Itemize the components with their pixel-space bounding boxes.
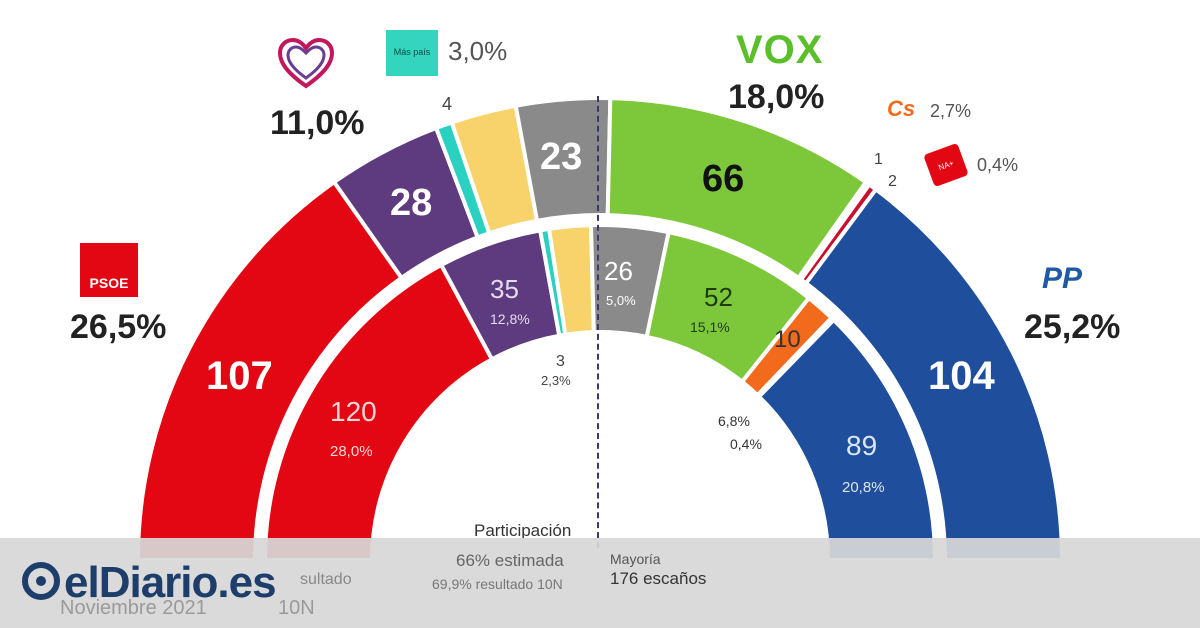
- mas-pais-vote-pct: 3,0%: [448, 36, 508, 66]
- outer-vox-seats: 66: [702, 158, 745, 200]
- psoe-logo: PSOE: [80, 243, 138, 297]
- inner-psoe-seats: 120: [330, 396, 377, 427]
- majority-value: 176 escaños: [610, 569, 707, 588]
- inner-otros-seats: 26: [604, 256, 633, 286]
- na-vote-pct: 0,4%: [977, 155, 1019, 175]
- participation-title: Participación: [474, 521, 572, 540]
- date-caption-right: 10N: [278, 597, 315, 619]
- pp-vote-pct: 25,2%: [1024, 308, 1121, 346]
- cs-vote-pct: 2,7%: [930, 101, 972, 121]
- inner-up-pct: 12,8%: [490, 311, 530, 327]
- cs-logo: Cs: [887, 96, 916, 121]
- date-caption-left: Noviembre 2021: [60, 597, 207, 619]
- inner-pp-pct: 20,8%: [842, 479, 885, 496]
- inner-otros-pct: 5,0%: [606, 293, 636, 308]
- inner-pp-seats: 89: [846, 430, 878, 461]
- inner-up-seats: 35: [490, 274, 519, 304]
- mas-pais-logo: Más país: [386, 30, 438, 76]
- psoe-vote-pct: 26,5%: [70, 308, 167, 346]
- majority-line: [597, 96, 599, 548]
- footer-band: [0, 538, 1200, 628]
- outer-na-seats: 2: [888, 173, 897, 190]
- inner-cs-seats: 10: [774, 326, 801, 353]
- up-vote-pct: 11,0%: [270, 104, 365, 142]
- majority-title: Mayoría: [610, 551, 661, 567]
- participation-previous: 69,9% resultado 10N: [432, 576, 563, 592]
- vox-vote-pct: 18,0%: [728, 78, 825, 116]
- inner-psoe-pct: 28,0%: [330, 443, 373, 460]
- participation-estimate: 66% estimada: [456, 551, 564, 570]
- vox-logo: VOX: [736, 28, 824, 72]
- inner-mas-pais-seats: 3: [556, 353, 565, 370]
- inner-vox-pct: 15,1%: [690, 319, 730, 335]
- result-caption: sultado: [300, 571, 352, 588]
- outer-mas-pais-seats: 4: [442, 94, 453, 114]
- outer-psoe-seats: 107: [206, 354, 273, 398]
- outer-ring: [135, 96, 1065, 562]
- inner-na-pct: 0,4%: [730, 436, 762, 452]
- outer-cs-seats: 1: [874, 151, 883, 168]
- eldiario-logo-icon: [22, 562, 60, 600]
- heart-logo-icon: [277, 37, 335, 89]
- inner-cs-pct: 6,8%: [718, 413, 750, 429]
- outer-otros-seats: 23: [540, 136, 583, 178]
- outer-up-seats: 28: [390, 182, 433, 224]
- pp-logo: PP: [1042, 262, 1083, 295]
- brand-name[interactable]: elDiario.es: [64, 558, 277, 607]
- inner-vox-seats: 52: [704, 282, 733, 312]
- outer-pp-seats: 104: [928, 354, 995, 398]
- inner-ring: [262, 223, 938, 562]
- inner-mas-pais-pct: 2,3%: [541, 373, 571, 388]
